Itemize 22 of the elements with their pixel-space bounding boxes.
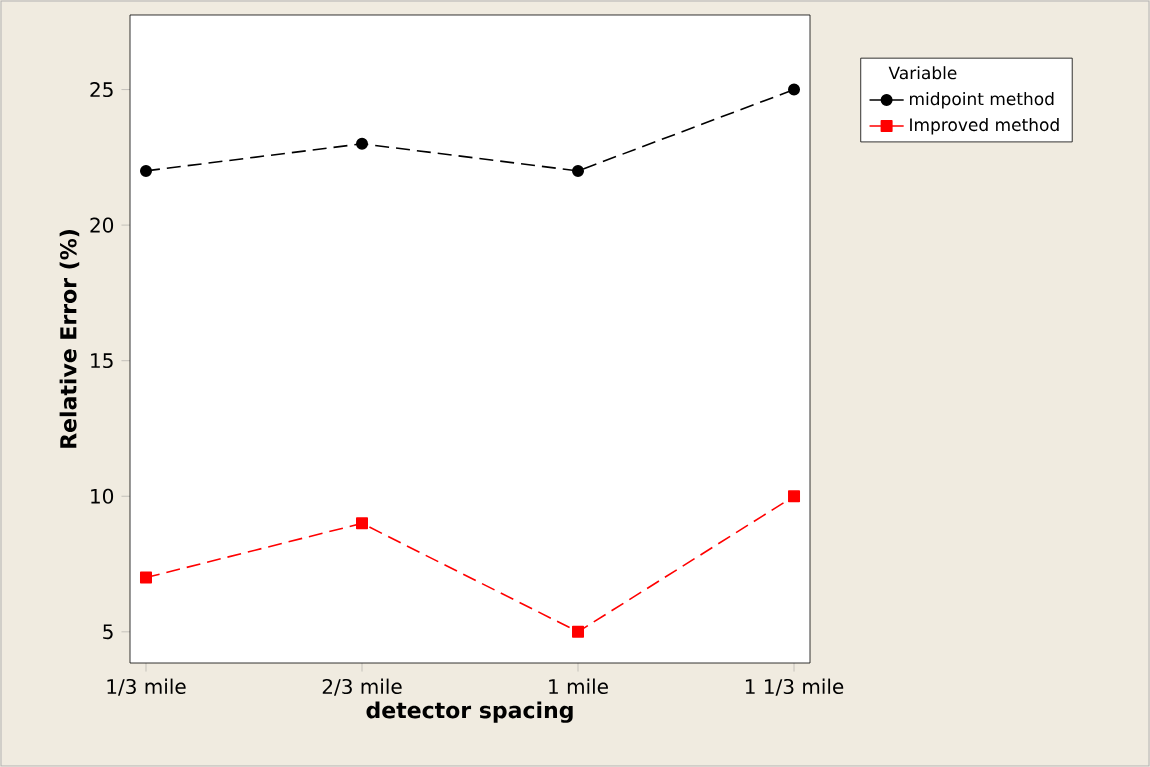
- y-tick-label: 5: [103, 624, 113, 640]
- y-tick-label: 25: [90, 81, 113, 98]
- point: [572, 625, 585, 638]
- legend-label: midpoint method: [910, 92, 1054, 109]
- point: [572, 164, 585, 177]
- x-tick-label: 1 mile: [549, 678, 608, 695]
- x-axis-title: detector spacing: [366, 701, 573, 723]
- legend-title: Variable: [888, 66, 957, 80]
- point: [788, 83, 801, 96]
- y-tick-label: 10: [91, 488, 114, 504]
- y-tick-label: 20: [90, 217, 114, 233]
- point: [356, 517, 368, 530]
- x-tick-label: 1 1/3 mile: [745, 678, 844, 696]
- y-axis-title: Relative Error (%): [59, 230, 80, 448]
- point: [356, 137, 368, 150]
- x-tick-label: 2/3 mile: [322, 678, 402, 696]
- point: [139, 571, 152, 584]
- point: [139, 164, 152, 177]
- point: [788, 490, 801, 503]
- y-tick-label: 15: [91, 353, 113, 369]
- legend-label: Improved method: [910, 117, 1059, 135]
- x-tick-label: 1/3 mile: [107, 678, 186, 696]
